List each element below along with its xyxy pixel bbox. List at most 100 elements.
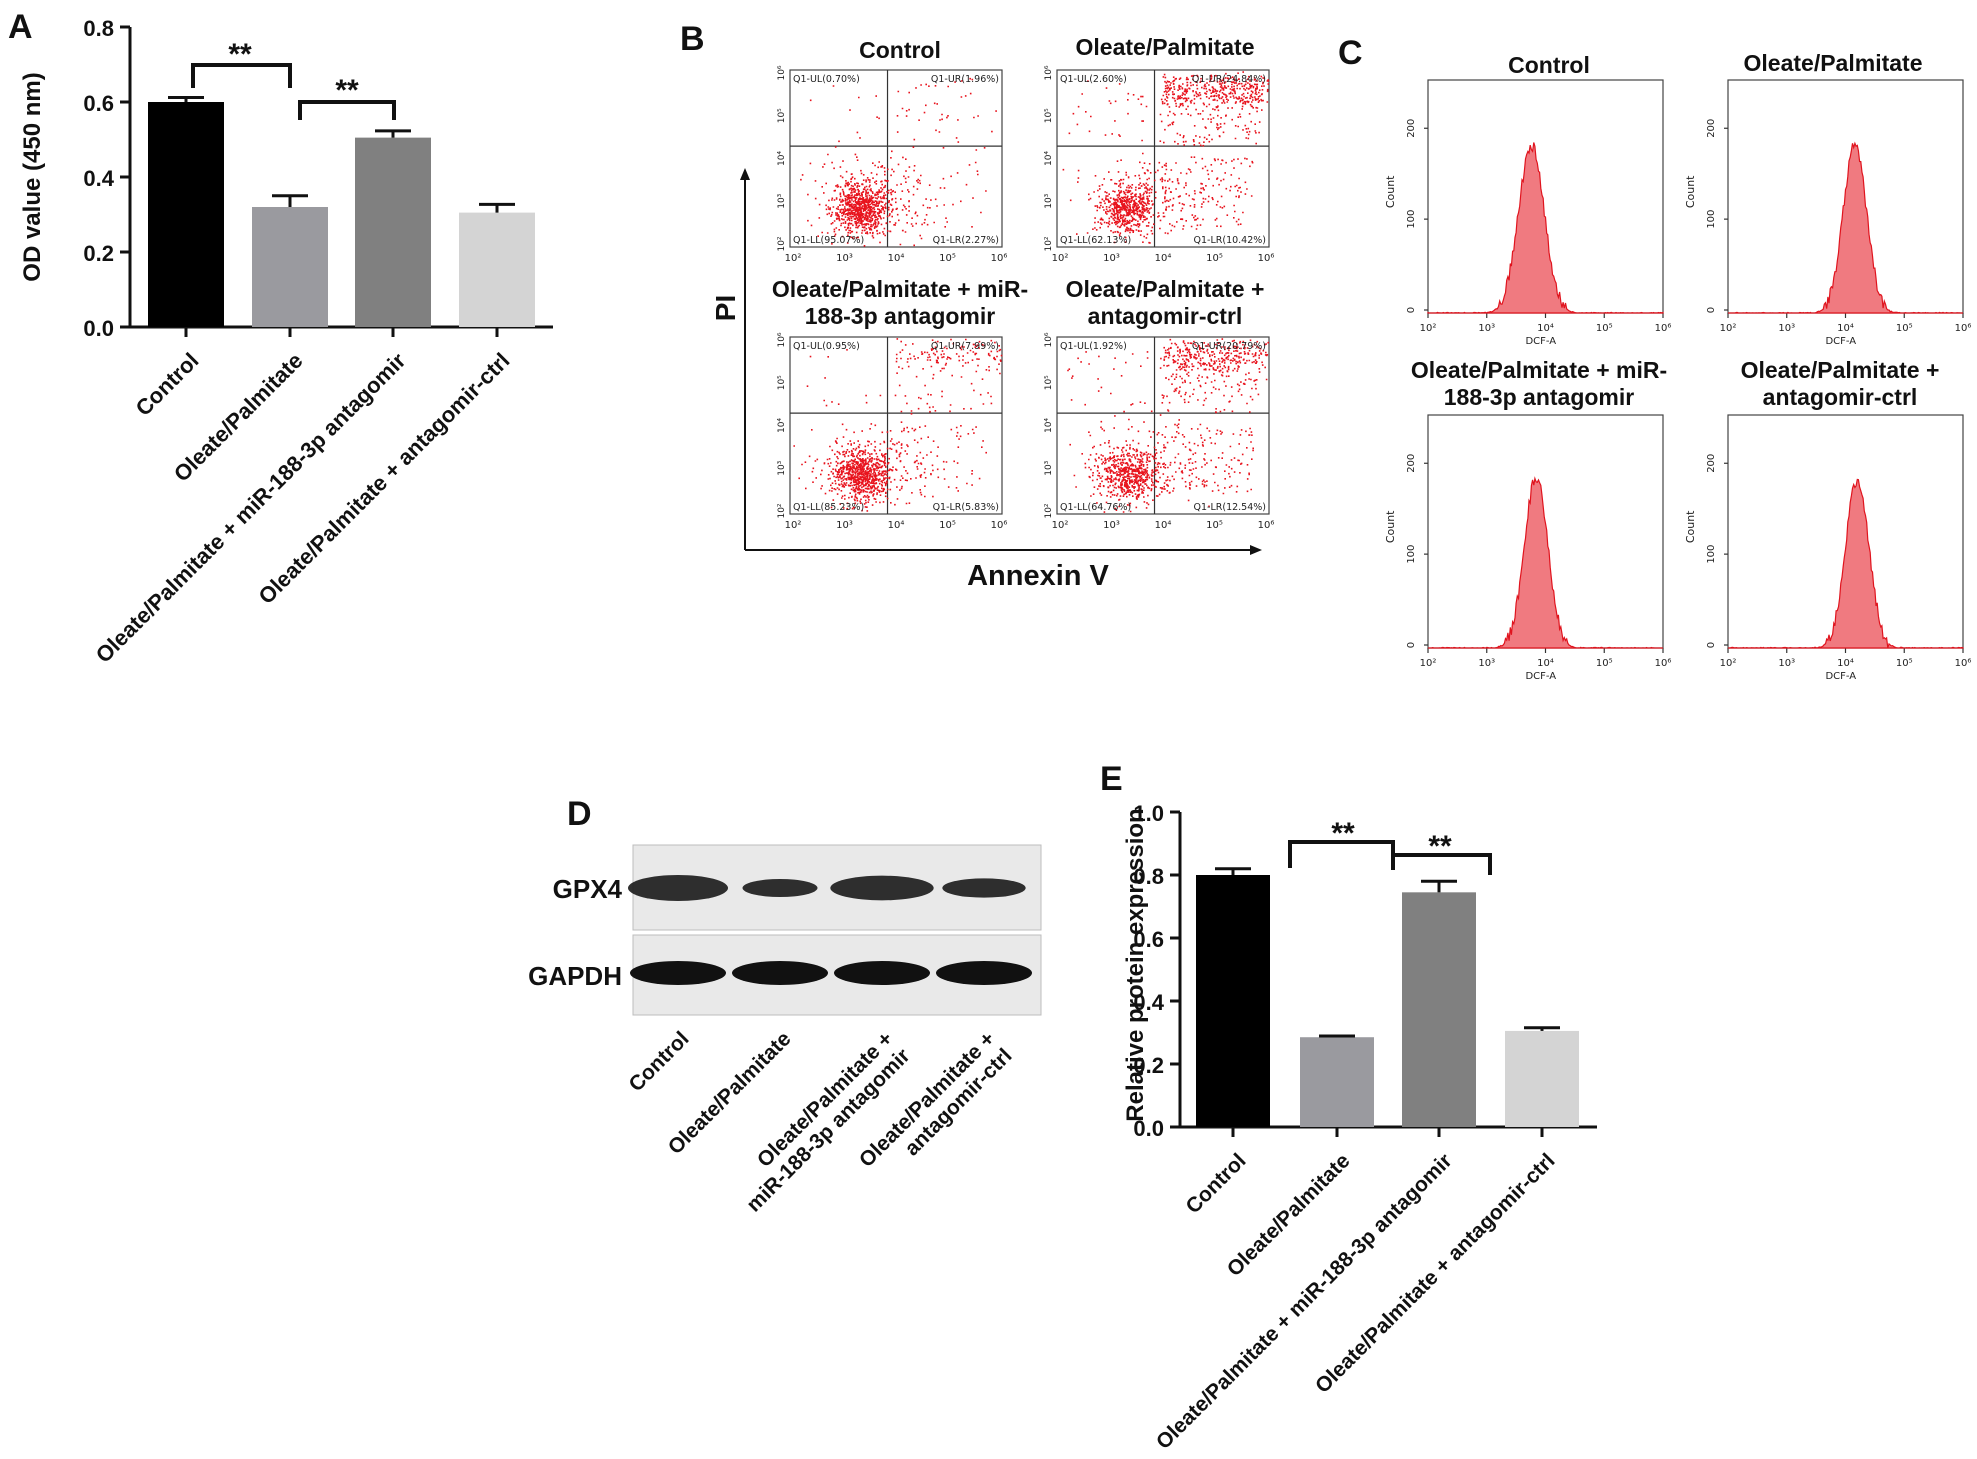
significance-mark-a-1: ** <box>228 38 252 71</box>
histogram-y-tick-label-3: 100 <box>1706 545 1717 564</box>
flow-quadrant-ur-0: Q1-UR(1.96%) <box>931 74 999 85</box>
flow-x-tick-2: 10⁴ <box>888 520 905 531</box>
bar-e-3 <box>1505 1030 1579 1127</box>
flow-x-tick-2: 10² <box>785 520 802 531</box>
flow-quadrant-ur-2: Q1-UR(7.99%) <box>931 341 999 352</box>
y-tick-label-a: 0.8 <box>83 16 114 41</box>
flow-y-tick-0: 10⁴ <box>777 151 787 166</box>
histogram-x-label-0: DCF-A <box>1525 336 1556 347</box>
flow-y-tick-2: 10⁵ <box>777 375 787 390</box>
flow-quadrant-ul-2: Q1-UL(0.95%) <box>793 341 860 352</box>
flow-y-tick-2: 10⁶ <box>777 332 787 347</box>
histogram-x-tick-label-0: 10⁶ <box>1655 323 1672 334</box>
bar-e-0 <box>1196 875 1270 1127</box>
flow-cytometry-panel: Annexin V PI Control Q1-UL(0.70%) Q1-UR(1.… <box>710 34 1274 592</box>
flow-x-tick-3: 10³ <box>1103 520 1120 531</box>
flow-x-tick-2: 10⁶ <box>991 520 1008 531</box>
histogram-1: Oleate/Palmitate 0 100 200 Count 10² 10³ 10⁴ 10⁵… <box>1684 50 1971 347</box>
flow-quadrant-ll-0: Q1-LL(95.07%) <box>793 235 864 246</box>
histogram-title2-2: 188-3p antagomir <box>1444 384 1634 410</box>
panel-letter-d: D <box>567 795 592 833</box>
flow-x-tick-1: 10² <box>1052 253 1069 264</box>
flow-x-tick-1: 10⁵ <box>1206 253 1223 264</box>
histogram-x-tick-label-3: 10⁵ <box>1896 658 1913 669</box>
significance-bracket-e-2 <box>1391 853 1492 875</box>
category-label-a-0: Control <box>131 348 204 421</box>
blot-band-gapdh-1 <box>732 961 828 985</box>
flow-plot-2: Oleate/Palmitate + miR-188-3p antagomir Q… <box>772 276 1028 531</box>
flow-y-tick-0: 10³ <box>777 193 787 208</box>
histogram-y-tick-label-1: 200 <box>1706 119 1717 138</box>
flow-x-tick-3: 10⁵ <box>1206 520 1223 531</box>
flow-title-0: Control <box>859 37 941 63</box>
histogram-title-3: Oleate/Palmitate + <box>1741 357 1940 383</box>
blot-band-gpx4-0 <box>628 875 728 901</box>
blot-band-gpx4-1 <box>742 879 818 897</box>
flow-dots-0 <box>800 77 997 247</box>
panel-letter-e: E <box>1100 760 1123 798</box>
histogram-x-tick-label-1: 10⁶ <box>1955 323 1972 334</box>
histogram-x-tick-label-2: 10⁴ <box>1537 658 1554 669</box>
histogram-y-label-3: Count <box>1684 510 1697 543</box>
flow-quadrant-ul-3: Q1-UL(1.92%) <box>1060 341 1127 352</box>
histogram-x-tick-label-0: 10³ <box>1478 323 1495 334</box>
flow-y-tick-3: 10⁵ <box>1044 375 1054 390</box>
histogram-y-tick-label-1: 100 <box>1706 210 1717 229</box>
histogram-x-tick-label-0: 10⁴ <box>1537 323 1554 334</box>
flow-quadrant-lr-2: Q1-LR(5.83%) <box>933 502 999 513</box>
flow-y-tick-3: 10⁶ <box>1044 332 1054 347</box>
bar-a-1 <box>252 207 328 327</box>
histogram-y-tick-label-2: 200 <box>1406 454 1417 473</box>
blot-row-label-gapdh: GAPDH <box>528 961 622 991</box>
flow-quadrant-ll-1: Q1-LL(62.13%) <box>1060 235 1131 246</box>
blot-row-label-gpx4: GPX4 <box>553 874 623 904</box>
flow-title-2: Oleate/Palmitate + miR- <box>772 276 1028 302</box>
histogram-title2-3: antagomir-ctrl <box>1763 384 1918 410</box>
y-tick-label-a: 0.4 <box>83 166 114 191</box>
flow-x-tick-0: 10⁴ <box>888 253 905 264</box>
histogram-y-tick-label-2: 0 <box>1406 642 1417 648</box>
histogram-panel: Control 0 100 200 Count 10² 10³ 10⁴ 10⁵ 10⁶ DCF-A O… <box>1384 50 1971 682</box>
significance-mark-a-2: ** <box>335 74 359 107</box>
histogram-0: Control 0 100 200 Count 10² 10³ 10⁴ 10⁵ 10⁶ DCF-A <box>1384 52 1671 347</box>
flow-x-tick-2: 10⁵ <box>939 520 956 531</box>
histogram-x-tick-label-2: 10² <box>1420 658 1437 669</box>
flow-plot-0: Control Q1-UL(0.70%) Q1-UR(1.96%) Q1-LL(95.… <box>777 37 1007 264</box>
flow-x-tick-1: 10³ <box>1103 253 1120 264</box>
histogram-title-0: Control <box>1508 52 1590 78</box>
y-tick-label-e: 0.6 <box>1133 927 1164 952</box>
histogram-x-tick-label-1: 10⁴ <box>1837 323 1854 334</box>
flow-quadrant-ur-1: Q1-UR(24.84%) <box>1192 74 1266 85</box>
y-tick-label-a: 0.6 <box>83 91 114 116</box>
y-tick-label-e: 0.4 <box>1133 990 1164 1015</box>
significance-mark-e-2: ** <box>1428 830 1452 863</box>
flow-title2-2: 188-3p antagomir <box>805 303 995 329</box>
histogram-x-tick-label-0: 10² <box>1420 323 1437 334</box>
flow-quadrant-ll-2: Q1-LL(85.23%) <box>793 502 864 513</box>
flow-dots-1 <box>1062 71 1270 244</box>
histogram-x-label-3: DCF-A <box>1825 671 1856 682</box>
flow-x-tick-0: 10² <box>785 253 802 264</box>
histogram-x-tick-label-3: 10⁴ <box>1837 658 1854 669</box>
histogram-y-tick-label-2: 100 <box>1406 545 1417 564</box>
significance-bracket-a-1 <box>191 63 292 88</box>
histogram-x-tick-label-3: 10² <box>1720 658 1737 669</box>
histogram-x-tick-label-1: 10³ <box>1778 323 1795 334</box>
flow-y-tick-0: 10⁶ <box>777 65 787 80</box>
y-tick-label-e: 0.8 <box>1133 864 1164 889</box>
histogram-curve-1 <box>1728 141 1963 314</box>
blot-band-gapdh-0 <box>630 961 726 985</box>
flow-y-tick-2: 10² <box>777 503 787 518</box>
flow-plot-frame-3 <box>1056 336 1270 515</box>
flow-plot-3: Oleate/Palmitate +antagomir-ctrl Q1-UL(1.… <box>1044 276 1274 531</box>
histogram-x-tick-label-0: 10⁵ <box>1596 323 1613 334</box>
histogram-y-tick-label-0: 0 <box>1406 307 1417 313</box>
histogram-x-tick-label-1: 10² <box>1720 323 1737 334</box>
panel-letter-c: C <box>1338 34 1363 72</box>
flow-quadrant-ur-3: Q1-UR(20.79%) <box>1192 341 1266 352</box>
flow-y-tick-1: 10⁴ <box>1044 151 1054 166</box>
histogram-2: Oleate/Palmitate + miR-188-3p antagomir 0… <box>1384 357 1671 682</box>
blot-band-gpx4-3 <box>942 878 1026 898</box>
